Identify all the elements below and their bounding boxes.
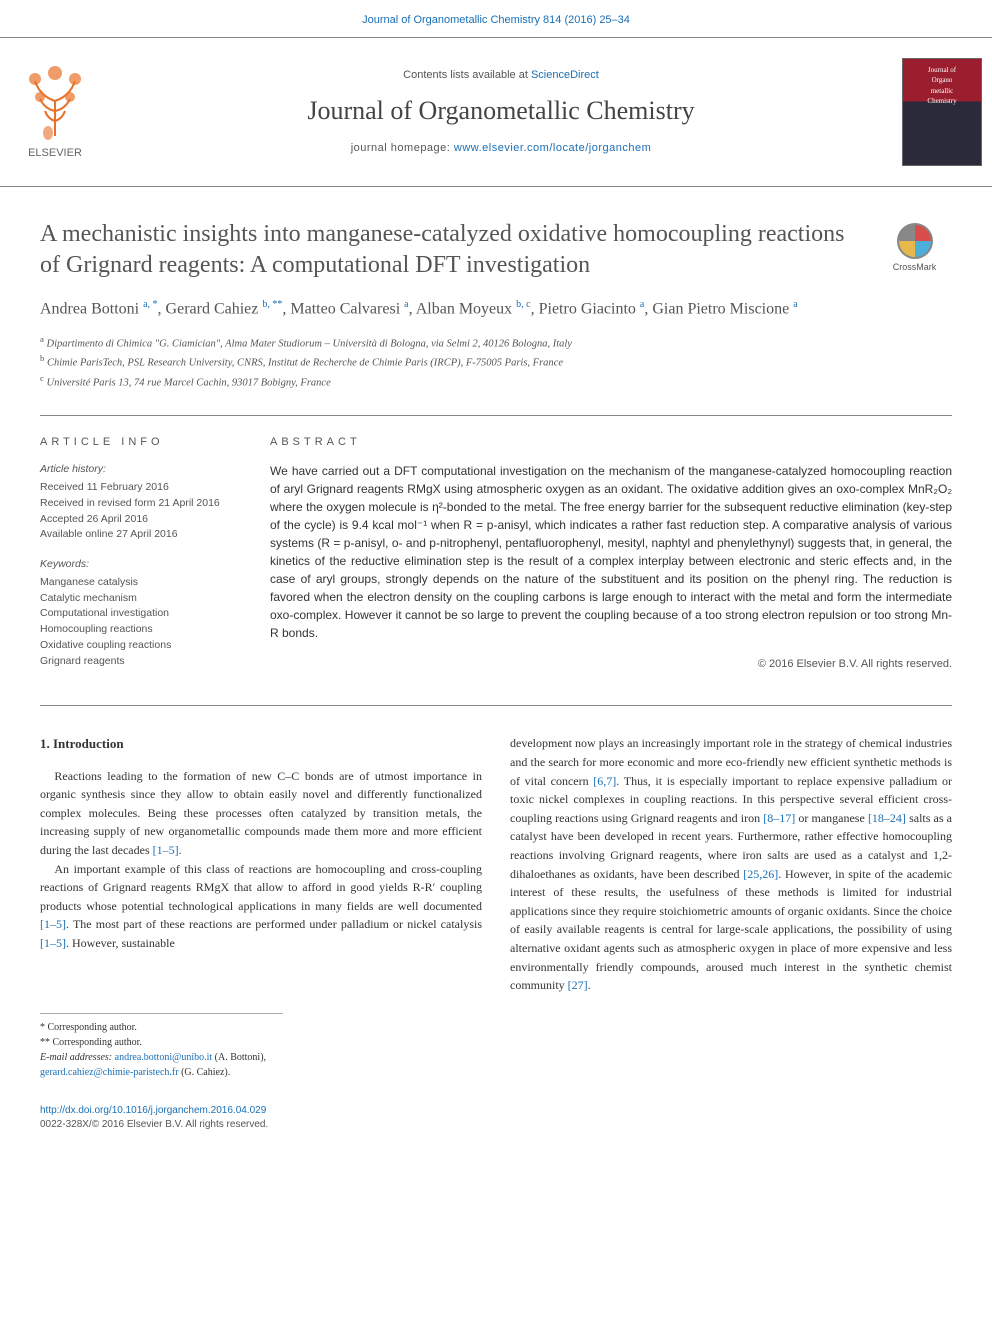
footnotes: * Corresponding author. ** Corresponding… bbox=[40, 1013, 283, 1080]
affiliation-a: a Dipartimento di Chimica "G. Ciamician"… bbox=[40, 333, 952, 352]
article-info: ARTICLE INFO Article history: Received 1… bbox=[40, 434, 270, 684]
affiliation-b: b Chimie ParisTech, PSL Research Univers… bbox=[40, 352, 952, 371]
revised-date: Received in revised form 21 April 2016 bbox=[40, 496, 246, 512]
cover-line4: Chemistry bbox=[927, 96, 956, 107]
elsevier-logo: ELSEVIER bbox=[0, 38, 110, 186]
cover-line3: metallic bbox=[931, 86, 954, 97]
keyword: Oxidative coupling reactions bbox=[40, 638, 246, 654]
keyword: Homocoupling reactions bbox=[40, 622, 246, 638]
keywords-block: Keywords: Manganese catalysis Catalytic … bbox=[40, 557, 246, 669]
citation-link[interactable]: [25,26] bbox=[743, 867, 778, 881]
journal-citation-link[interactable]: Journal of Organometallic Chemistry 814 … bbox=[0, 0, 992, 37]
accepted-date: Accepted 26 April 2016 bbox=[40, 512, 246, 528]
body-paragraph: development now plays an increasingly im… bbox=[510, 734, 952, 994]
abstract-heading: ABSTRACT bbox=[270, 434, 952, 451]
affiliation-c: c Université Paris 13, 74 rue Marcel Cac… bbox=[40, 372, 952, 391]
issn-copyright: 0022-328X/© 2016 Elsevier B.V. All right… bbox=[40, 1118, 952, 1132]
cover-thumbnail: Journal of Organo metallic Chemistry bbox=[902, 58, 982, 166]
keyword: Grignard reagents bbox=[40, 654, 246, 670]
body-columns: 1. Introduction Reactions leading to the… bbox=[0, 706, 992, 1099]
affiliations: a Dipartimento di Chimica "G. Ciamician"… bbox=[0, 325, 992, 403]
keywords-label: Keywords: bbox=[40, 557, 246, 573]
citation-link[interactable]: [27] bbox=[568, 978, 588, 992]
abstract-text: We have carried out a DFT computational … bbox=[270, 462, 952, 642]
crossmark-label: CrossMark bbox=[893, 261, 937, 275]
online-date: Available online 27 April 2016 bbox=[40, 527, 246, 543]
homepage-url-link[interactable]: www.elsevier.com/locate/jorganchem bbox=[454, 142, 651, 154]
citation-link[interactable]: [8–17] bbox=[763, 811, 795, 825]
citation-link[interactable]: [18–24] bbox=[868, 811, 906, 825]
contents-text: Contents lists available at bbox=[403, 69, 531, 81]
citation-link[interactable]: [1–5] bbox=[40, 917, 66, 931]
received-date: Received 11 February 2016 bbox=[40, 480, 246, 496]
sciencedirect-link[interactable]: ScienceDirect bbox=[531, 69, 599, 81]
article-title: A mechanistic insights into manganese-ca… bbox=[40, 219, 952, 281]
journal-header: ELSEVIER Contents lists available at Sci… bbox=[0, 37, 992, 187]
journal-cover: Journal of Organo metallic Chemistry bbox=[892, 38, 992, 186]
citation-link[interactable]: [1–5] bbox=[153, 843, 179, 857]
email-link[interactable]: gerard.cahiez@chimie-paristech.fr bbox=[40, 1067, 179, 1078]
cover-line1: Journal of bbox=[928, 65, 956, 76]
corr-author-note: ** Corresponding author. bbox=[40, 1035, 283, 1050]
abstract-copyright: © 2016 Elsevier B.V. All rights reserved… bbox=[270, 656, 952, 673]
crossmark-badge[interactable]: CrossMark bbox=[877, 223, 952, 277]
keyword: Manganese catalysis bbox=[40, 575, 246, 591]
elsevier-tree-icon bbox=[20, 61, 90, 141]
keyword: Catalytic mechanism bbox=[40, 591, 246, 607]
citation-link[interactable]: [6,7] bbox=[593, 774, 616, 788]
crossmark-icon bbox=[897, 223, 933, 259]
journal-name: Journal of Organometallic Chemistry bbox=[307, 91, 694, 130]
right-column: development now plays an increasingly im… bbox=[510, 734, 952, 1079]
article-history: Article history: Received 11 February 20… bbox=[40, 462, 246, 543]
info-abstract-row: ARTICLE INFO Article history: Received 1… bbox=[40, 415, 952, 684]
doi-block: http://dx.doi.org/10.1016/j.jorganchem.2… bbox=[0, 1100, 992, 1148]
elsevier-label: ELSEVIER bbox=[28, 145, 82, 162]
corr-author-note: * Corresponding author. bbox=[40, 1020, 283, 1035]
header-center: Contents lists available at ScienceDirec… bbox=[110, 38, 892, 186]
cover-line2: Organo bbox=[932, 75, 953, 86]
title-area: A mechanistic insights into manganese-ca… bbox=[0, 187, 992, 285]
journal-homepage: journal homepage: www.elsevier.com/locat… bbox=[351, 140, 652, 157]
intro-heading: 1. Introduction bbox=[40, 734, 482, 754]
left-column: 1. Introduction Reactions leading to the… bbox=[40, 734, 482, 1079]
body-paragraph: An important example of this class of re… bbox=[40, 860, 482, 953]
doi-link[interactable]: http://dx.doi.org/10.1016/j.jorganchem.2… bbox=[40, 1105, 266, 1116]
abstract: ABSTRACT We have carried out a DFT compu… bbox=[270, 434, 952, 684]
authors-list: Andrea Bottoni a, *, Gerard Cahiez b, **… bbox=[0, 285, 992, 325]
history-label: Article history: bbox=[40, 462, 246, 478]
email-link[interactable]: andrea.bottoni@unibo.it bbox=[115, 1052, 213, 1063]
contents-lists: Contents lists available at ScienceDirec… bbox=[403, 67, 599, 84]
article-info-heading: ARTICLE INFO bbox=[40, 434, 246, 451]
body-paragraph: Reactions leading to the formation of ne… bbox=[40, 767, 482, 860]
email-line: E-mail addresses: andrea.bottoni@unibo.i… bbox=[40, 1050, 283, 1080]
citation-link[interactable]: [1–5] bbox=[40, 936, 66, 950]
keyword: Computational investigation bbox=[40, 606, 246, 622]
homepage-label: journal homepage: bbox=[351, 142, 454, 154]
